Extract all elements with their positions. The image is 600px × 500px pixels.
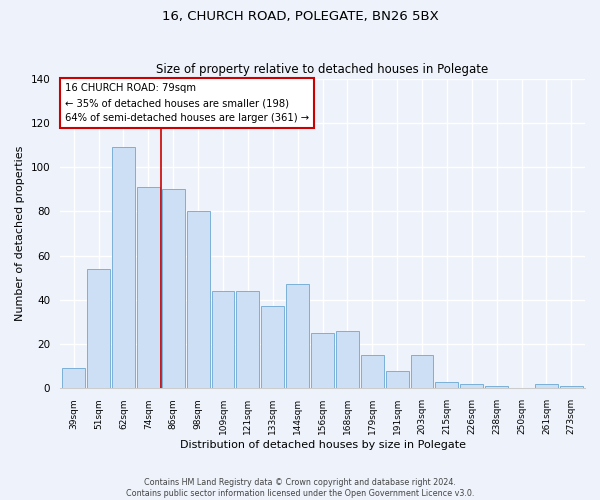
X-axis label: Distribution of detached houses by size in Polegate: Distribution of detached houses by size … [179, 440, 466, 450]
Bar [485, 386, 508, 388]
Bar [361, 355, 384, 388]
Bar [460, 384, 483, 388]
Text: Contains HM Land Registry data © Crown copyright and database right 2024.
Contai: Contains HM Land Registry data © Crown c… [126, 478, 474, 498]
Bar [311, 333, 334, 388]
Bar [560, 386, 583, 388]
Bar [187, 212, 209, 388]
Y-axis label: Number of detached properties: Number of detached properties [15, 146, 25, 321]
Bar [286, 284, 309, 389]
Bar [62, 368, 85, 388]
Title: Size of property relative to detached houses in Polegate: Size of property relative to detached ho… [157, 63, 488, 76]
Bar [336, 331, 359, 388]
Bar [162, 189, 185, 388]
Text: 16, CHURCH ROAD, POLEGATE, BN26 5BX: 16, CHURCH ROAD, POLEGATE, BN26 5BX [161, 10, 439, 23]
Bar [262, 306, 284, 388]
Bar [137, 187, 160, 388]
Bar [436, 382, 458, 388]
Bar [410, 355, 433, 388]
Bar [386, 370, 409, 388]
Bar [87, 269, 110, 388]
Bar [112, 147, 135, 388]
Bar [212, 291, 235, 388]
Bar [236, 291, 259, 388]
Text: 16 CHURCH ROAD: 79sqm
← 35% of detached houses are smaller (198)
64% of semi-det: 16 CHURCH ROAD: 79sqm ← 35% of detached … [65, 83, 310, 123]
Bar [535, 384, 558, 388]
